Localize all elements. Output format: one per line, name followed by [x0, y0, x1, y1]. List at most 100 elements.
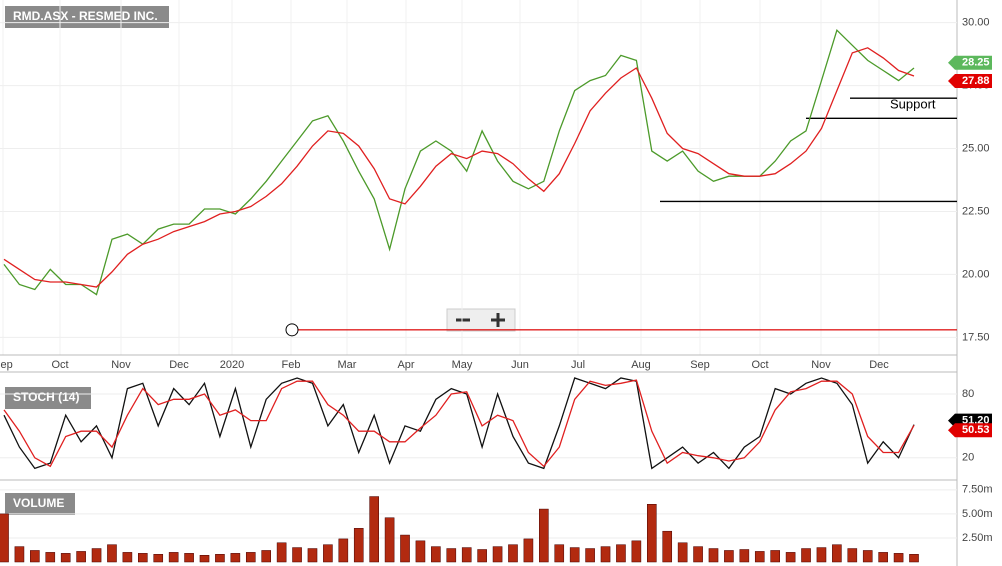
volume-bar	[539, 508, 549, 563]
volume-bar	[461, 547, 472, 563]
volume-bar	[369, 496, 379, 563]
y-tick-label: 17.50	[962, 331, 990, 343]
y-tick-label: 20.00	[962, 268, 990, 280]
chart-title: RMD.ASX - RESMED INC.	[13, 9, 158, 23]
volume-bar	[893, 553, 904, 563]
x-tick-label: Sep	[0, 359, 13, 371]
volume-bar	[693, 546, 703, 563]
x-tick-label: Aug	[631, 359, 651, 371]
x-tick-label: Dec	[169, 359, 189, 371]
volume-bar	[307, 548, 318, 563]
y-tick-label: 2.50m	[962, 532, 993, 544]
x-tick-label: 2020	[220, 359, 244, 371]
volume-bar	[862, 550, 873, 563]
volume-bar	[600, 546, 611, 563]
volume-bar	[353, 528, 364, 563]
volume-bar	[384, 517, 395, 563]
volume-bar	[215, 554, 225, 563]
volume-bar	[832, 544, 842, 563]
series-line	[3, 377, 915, 470]
volume-bar	[508, 544, 518, 563]
y-tick-label: 5.00m	[962, 508, 993, 520]
panel-title: VOLUME	[13, 496, 64, 510]
volume-bar	[554, 544, 565, 563]
volume-bar	[168, 552, 179, 563]
price-tag-label: 50.53	[962, 424, 990, 436]
volume-bar	[138, 553, 148, 563]
x-tick-label: Apr	[397, 359, 414, 371]
volume-bar	[230, 553, 241, 563]
x-tick-label: Nov	[811, 359, 831, 371]
y-tick-label: 30.00	[962, 17, 990, 29]
volume-bar	[153, 554, 164, 563]
volume-bar	[662, 530, 673, 563]
volume-bar	[431, 546, 441, 563]
volume-bar	[76, 551, 86, 563]
volume-bar	[446, 548, 457, 563]
price-tag	[948, 55, 992, 70]
volume-bar	[677, 542, 688, 563]
volume-bar	[770, 550, 780, 563]
price-tag-label: 28.25	[962, 57, 990, 69]
x-tick-label: Sep	[690, 359, 710, 371]
volume-bar	[816, 547, 827, 563]
volume-bar	[847, 548, 858, 563]
volume-bar	[91, 548, 102, 563]
volume-bar	[30, 550, 40, 563]
x-tick-label: Mar	[338, 359, 357, 371]
series-line	[3, 47, 915, 288]
volume-bar	[199, 555, 210, 563]
volume-bar	[724, 550, 734, 563]
volume-bar	[415, 540, 426, 563]
volume-bar	[323, 544, 333, 563]
x-tick-label: Feb	[282, 359, 301, 371]
volume-bar	[569, 547, 580, 563]
x-tick-label: Jul	[571, 359, 585, 371]
volume-bar	[909, 554, 919, 563]
volume-bar	[400, 534, 410, 563]
volume-bar	[754, 551, 765, 563]
annotation: Support	[890, 97, 936, 112]
volume-bar	[708, 548, 719, 563]
title-box	[5, 493, 75, 515]
volume-bar	[107, 544, 117, 563]
volume-bar	[338, 538, 349, 563]
level-handle	[285, 323, 299, 337]
volume-bar	[60, 553, 71, 563]
volume-bar	[122, 552, 133, 563]
volume-bar	[292, 547, 302, 563]
price-tag-label: 27.88	[962, 75, 990, 87]
y-tick-label: 7.50m	[962, 484, 993, 496]
price-tag	[948, 74, 992, 89]
volume-bar	[245, 552, 256, 563]
price-tag	[948, 423, 992, 438]
volume-bar	[477, 549, 487, 563]
zoom-controls[interactable]	[446, 308, 516, 332]
x-tick-label: Dec	[869, 359, 889, 371]
volume-bar	[523, 538, 534, 563]
volume-bar	[0, 513, 9, 563]
volume-bar	[631, 540, 642, 563]
volume-bar	[616, 544, 626, 563]
volume-bar	[45, 552, 56, 563]
volume-bar	[14, 546, 25, 563]
x-tick-label: Nov	[111, 359, 131, 371]
y-tick-label: 22.50	[962, 205, 990, 217]
y-tick-label: 80	[962, 388, 974, 400]
volume-bar	[184, 553, 194, 563]
y-tick-label: 25.00	[962, 142, 990, 154]
x-tick-label: Oct	[751, 359, 768, 371]
volume-bar	[492, 546, 503, 563]
volume-bar	[739, 549, 750, 563]
x-tick-label: May	[452, 359, 473, 371]
x-tick-label: Jun	[511, 359, 529, 371]
x-tick-label: Oct	[51, 359, 68, 371]
volume-bar	[276, 542, 287, 563]
series-line	[3, 28, 915, 296]
series-line	[3, 379, 915, 468]
volume-bar	[801, 548, 811, 563]
